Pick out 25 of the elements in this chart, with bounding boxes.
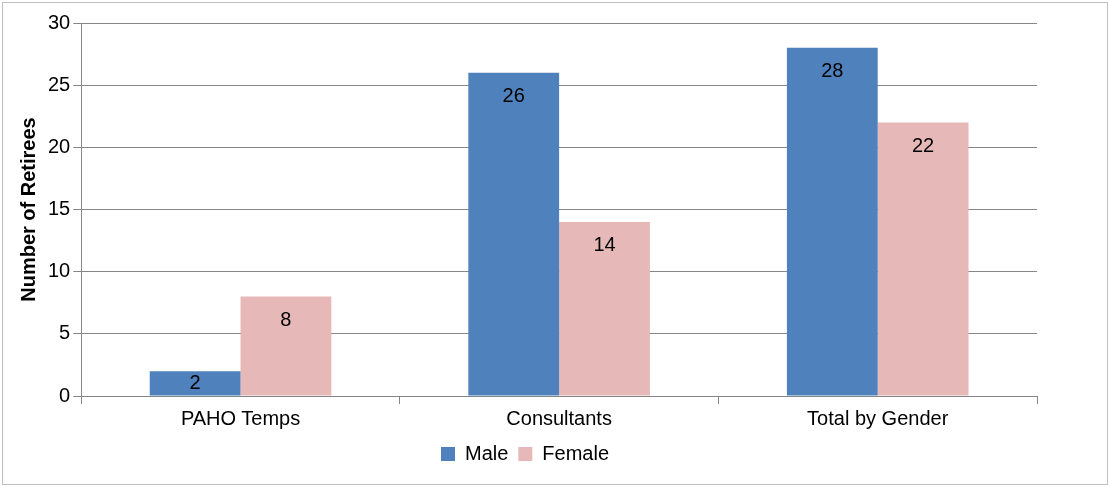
bar bbox=[559, 221, 650, 396]
y-tick-label: 10 bbox=[48, 259, 71, 282]
legend-label: Male bbox=[464, 441, 509, 464]
bar bbox=[786, 47, 878, 396]
bar bbox=[149, 371, 241, 396]
y-axis-title: Number of Retirees bbox=[16, 117, 39, 302]
data-label: 14 bbox=[593, 233, 616, 256]
y-tick-label: 15 bbox=[48, 197, 71, 220]
data-label: 26 bbox=[502, 84, 525, 107]
data-label: 28 bbox=[821, 59, 844, 82]
y-tick-label: 20 bbox=[48, 134, 71, 157]
bar bbox=[468, 72, 560, 396]
y-tick-label: 5 bbox=[59, 321, 71, 344]
x-tick-label: Total by Gender bbox=[807, 406, 949, 429]
x-tick-label: PAHO Temps bbox=[180, 406, 301, 429]
y-tick-label: 30 bbox=[48, 10, 71, 33]
y-tick-label: 25 bbox=[48, 72, 71, 95]
y-tick-label: 0 bbox=[59, 383, 71, 406]
data-label: 8 bbox=[280, 308, 292, 331]
data-label: 22 bbox=[911, 133, 935, 156]
data-label: 2 bbox=[189, 370, 201, 393]
bar bbox=[240, 296, 332, 396]
bar bbox=[877, 122, 969, 396]
legend-label: Female bbox=[542, 441, 610, 464]
x-tick-label: Consultants bbox=[506, 406, 612, 429]
